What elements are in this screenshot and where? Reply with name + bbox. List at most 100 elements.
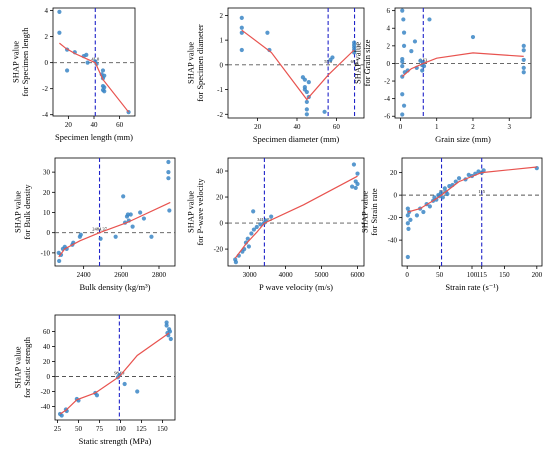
y-axis-label-line: for Specimen length [20, 27, 30, 97]
data-point [405, 254, 410, 260]
data-point [521, 57, 526, 63]
y-tick-label: 0 [387, 60, 391, 68]
y-axis-label-line: SHAP value [10, 41, 20, 83]
data-point [166, 176, 171, 181]
x-tick-label: 20 [65, 121, 73, 129]
data-point [352, 45, 357, 50]
data-point [421, 209, 426, 215]
threshold-label: 69.2 [351, 59, 359, 64]
y-tick-label: -4 [42, 111, 48, 119]
y-axis-label-line: for Strain rate [369, 188, 379, 235]
data-point [306, 80, 311, 85]
threshold-label: 2484.37 [92, 227, 107, 232]
y-axis-label-line: SHAP value [185, 42, 195, 84]
x-tick-label: 50 [436, 271, 444, 279]
data-point [408, 217, 413, 222]
y-tick-label: -20 [41, 388, 51, 396]
x-tick-label: 25 [54, 425, 62, 433]
data-point [122, 381, 127, 387]
y-axis-label-line: for Specimen diameter [195, 24, 205, 102]
data-point [102, 89, 107, 94]
data-point [269, 214, 274, 219]
threshold-label: 115 [478, 189, 485, 194]
y-axis-label: SHAP valuefor Specimen diameter [185, 24, 205, 102]
data-point [409, 49, 414, 54]
x-tick-label: 100 [467, 271, 478, 279]
y-axis-label-line: SHAP value [352, 42, 362, 84]
y-axis-label-line: for Bulk density [22, 184, 32, 240]
data-point [470, 34, 476, 40]
data-point [406, 226, 411, 231]
chart-panel-7: 98.69255075100125150-40-200204060Static … [12, 314, 176, 446]
y-tick-label: -20 [388, 214, 398, 222]
data-point [164, 323, 169, 328]
y-tick-label: -6 [384, 113, 390, 121]
data-point [265, 30, 270, 35]
x-tick-label: 2800 [152, 271, 167, 279]
chart-panel-3: 0.63 0 1 2 3 -6 -4 -2 0 2 4 6 Grain size (mm) SHAP va… [352, 7, 532, 144]
y-tick-label: 2 [387, 42, 391, 50]
data-point [400, 63, 405, 69]
y-tick-label: -2 [42, 85, 48, 93]
x-axis-label: Bulk density (kg/m³) [79, 282, 150, 292]
y-axis-label: SHAP valuefor Specimen length [10, 27, 30, 97]
data-point [355, 171, 360, 176]
x-tick-label: 200 [532, 271, 543, 279]
x-axis-label: Specimen diameter (mm) [253, 134, 340, 144]
y-tick-label: 0 [220, 61, 224, 69]
y-axis-label-line: SHAP value [185, 191, 195, 233]
data-point [85, 60, 90, 65]
data-point [94, 393, 100, 398]
x-axis-label: Specimen length (mm) [55, 132, 133, 142]
data-point [401, 103, 407, 108]
y-axis-label-line: for Static strength [22, 336, 32, 398]
x-tick-label: 2600 [114, 271, 129, 279]
data-point [164, 320, 169, 325]
y-tick-label: 0 [220, 220, 224, 228]
y-tick-label: -4 [384, 95, 390, 103]
data-point [246, 244, 251, 249]
data-point [57, 30, 62, 35]
data-point [239, 25, 244, 30]
data-point [405, 221, 410, 226]
data-point [400, 112, 405, 117]
data-point [401, 30, 407, 35]
plot-frame [227, 157, 365, 267]
x-tick-label: 150 [499, 271, 510, 279]
data-point [141, 216, 147, 221]
x-tick-label: 115 [477, 271, 488, 279]
data-point [130, 224, 135, 229]
y-tick-label: 6 [387, 7, 391, 15]
data-point [521, 70, 526, 75]
y-tick-label: 30 [43, 169, 51, 177]
data-point [420, 68, 425, 73]
data-point [412, 39, 418, 44]
data-point [440, 195, 445, 200]
data-point [239, 47, 244, 53]
data-point [233, 259, 239, 265]
fit-line [59, 332, 170, 415]
x-tick-label: 3000 [243, 271, 258, 279]
data-point [128, 212, 133, 217]
y-tick-label: -1 [217, 86, 223, 94]
data-point [57, 258, 62, 264]
y-tick-label: 0 [45, 59, 49, 67]
data-point [521, 65, 526, 70]
data-point [78, 232, 83, 237]
data-point [400, 59, 405, 64]
x-tick-label: 2 [471, 123, 475, 131]
data-point [149, 234, 154, 239]
y-axis-label-line: SHAP value [12, 191, 22, 233]
y-tick-label: -2 [217, 111, 223, 119]
data-point [167, 208, 172, 213]
data-point [84, 52, 89, 57]
data-point [350, 184, 355, 189]
data-point [167, 329, 173, 334]
data-point [304, 112, 309, 117]
data-point [245, 236, 250, 241]
data-point [353, 185, 358, 191]
data-point [466, 172, 471, 177]
data-point [168, 336, 173, 342]
